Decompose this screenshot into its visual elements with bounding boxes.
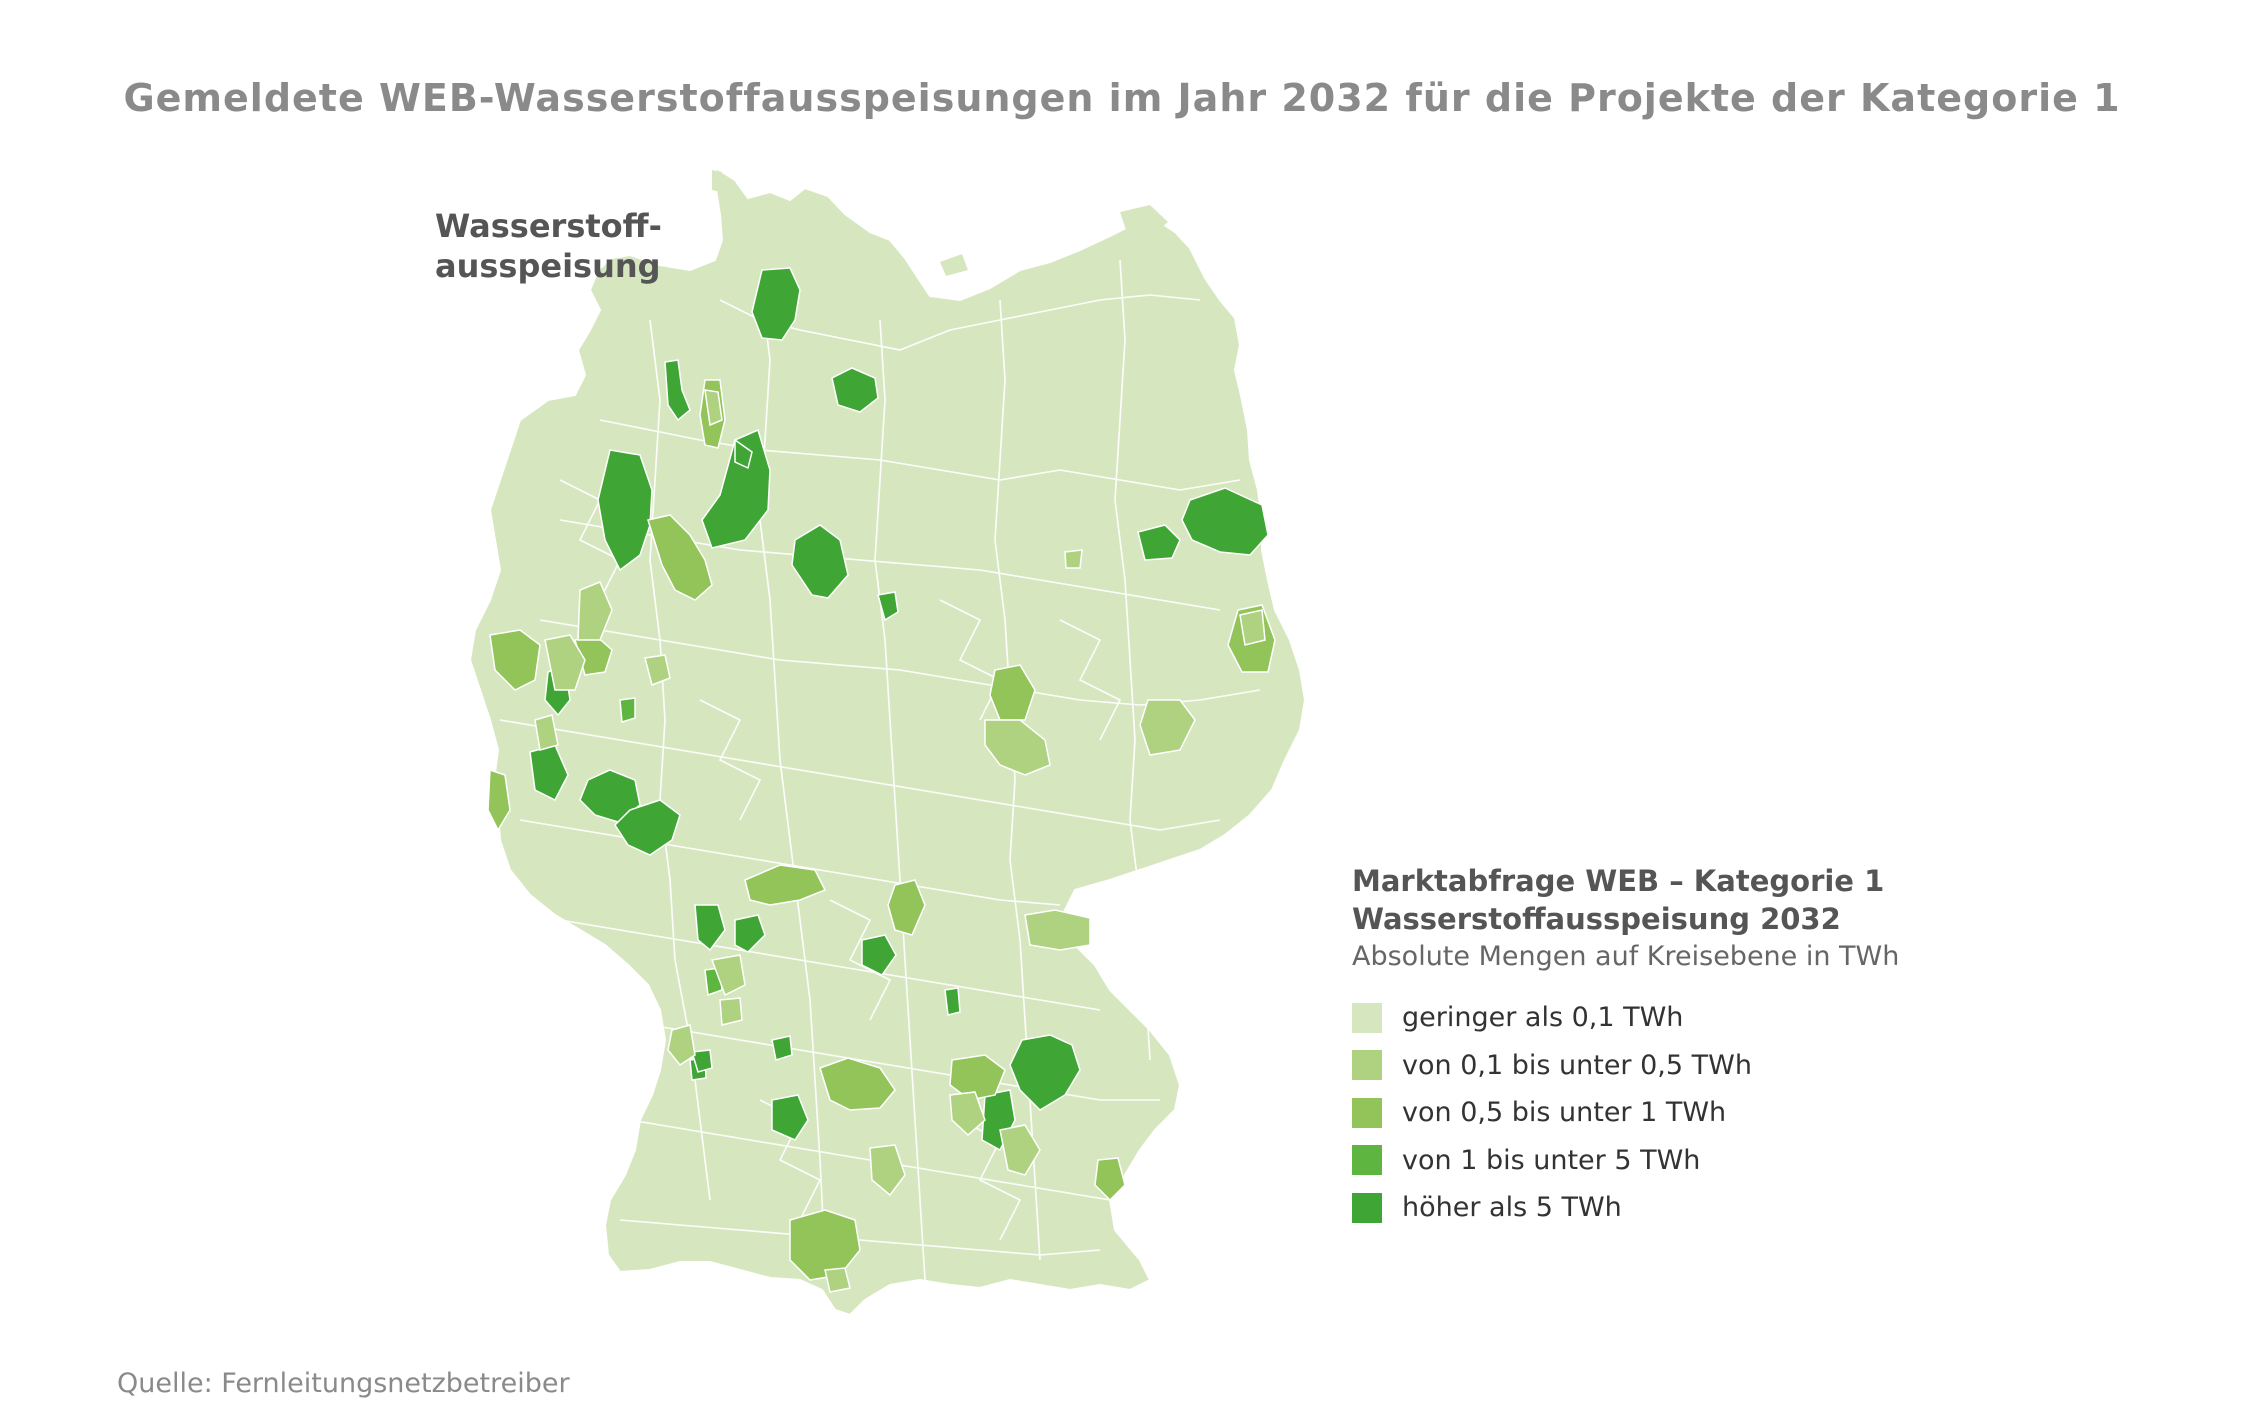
district-gelsenkirchen	[619, 697, 636, 723]
legend-item: von 0,5 bis unter 1 TWh	[1352, 1089, 1899, 1137]
district-augsburg	[869, 1144, 906, 1197]
district-schweinfurt	[861, 934, 897, 976]
legend-label: von 0,5 bis unter 1 TWh	[1402, 1097, 1727, 1129]
district-ahrweiler	[744, 864, 827, 906]
district-diepholz	[701, 428, 771, 549]
district-mettmann	[644, 654, 671, 687]
district-hamburg	[831, 367, 879, 413]
district-ravensburg	[824, 1267, 851, 1293]
district-wuerzburg	[887, 879, 926, 936]
district-leer	[704, 389, 723, 427]
legend-swatch	[1352, 1002, 1382, 1033]
district-berlin	[1137, 524, 1181, 561]
legend-label: von 0,1 bis unter 0,5 TWh	[1402, 1049, 1752, 1081]
legend-item: geringer als 0,1 TWh	[1352, 994, 1899, 1042]
district-stuttgart	[771, 1094, 809, 1141]
ruegen-island	[1120, 205, 1168, 238]
district-gifhorn	[791, 524, 849, 599]
district-hochsauerland	[614, 799, 681, 856]
district-neustadt-waldnaab	[1009, 1034, 1081, 1111]
legend-title-line2: Wasserstoffausspeisung 2032	[1352, 902, 1841, 936]
district-ingolstadt	[949, 1054, 1006, 1101]
district-neuwied	[710, 954, 746, 997]
map-label: Wasserstoff- ausspeisung	[435, 206, 662, 286]
legend-label: von 1 bis unter 5 TWh	[1402, 1144, 1701, 1176]
legend-swatch	[1352, 1192, 1382, 1223]
district-main-taunus	[694, 904, 726, 952]
district-rhein-pfalz	[667, 1024, 696, 1067]
district-magdeburg	[1064, 549, 1083, 569]
district-biberach	[789, 1209, 861, 1281]
district-dahme-spree	[1239, 609, 1266, 646]
district-oder-spree	[1181, 487, 1269, 556]
legend-label: höher als 5 TWh	[1402, 1192, 1622, 1224]
map-label-line2: ausspeisung	[435, 247, 661, 285]
district-salzgitter	[877, 591, 899, 622]
baltic-island	[940, 254, 968, 276]
district-heilbronn	[771, 1035, 793, 1061]
district-leipzig	[984, 719, 1051, 776]
legend-subtitle: Absolute Mengen auf Kreisebene in TWh	[1352, 941, 1900, 972]
district-neu-ulm	[719, 997, 743, 1026]
district-osnabrueck	[647, 514, 713, 601]
legend-swatch	[1352, 1097, 1382, 1128]
map-label-line1: Wasserstoff-	[435, 207, 662, 245]
district-wilhelmshaven	[664, 359, 691, 422]
district-hof	[1024, 909, 1091, 951]
district-nuernberg	[944, 987, 961, 1016]
legend-swatch	[1352, 1145, 1382, 1176]
district-schwaebisch-hall	[819, 1057, 896, 1111]
legend-item: von 0,1 bis unter 0,5 TWh	[1352, 1042, 1899, 1090]
district-dithmarschen	[751, 267, 801, 341]
district-meissen	[1139, 699, 1196, 756]
district-altoetting	[1094, 1157, 1126, 1202]
source-note: Quelle: Fernleitungsnetzbetreiber	[117, 1368, 570, 1399]
district-karlsruhe	[691, 1049, 713, 1073]
district-dingolfing	[999, 1124, 1041, 1176]
east-frisian-island	[598, 360, 642, 370]
north-frisian-island	[712, 170, 722, 192]
legend-label: geringer als 0,1 TWh	[1402, 1002, 1684, 1034]
district-wesel	[489, 629, 541, 691]
legend-item: von 1 bis unter 5 TWh	[1352, 1137, 1899, 1185]
district-aachen	[487, 768, 511, 832]
district-frankfurt	[734, 914, 766, 953]
district-steinfurt	[577, 581, 613, 641]
legend: Marktabfrage WEB – Kategorie 1 Wassersto…	[1352, 862, 1899, 1232]
legend-swatch	[1352, 1050, 1382, 1081]
district-kleve	[544, 634, 586, 691]
district-euskirchen	[534, 714, 559, 751]
legend-item: höher als 5 TWh	[1352, 1184, 1899, 1232]
district-anhalt	[989, 664, 1036, 721]
legend-title-line1: Marktabfrage WEB – Kategorie 1	[1352, 864, 1885, 898]
page-title: Gemeldete WEB-Wasserstoffausspeisungen i…	[123, 76, 2121, 120]
district-heidenheim	[949, 1091, 986, 1137]
district-emsland	[597, 449, 653, 572]
district-bremen	[734, 438, 753, 470]
